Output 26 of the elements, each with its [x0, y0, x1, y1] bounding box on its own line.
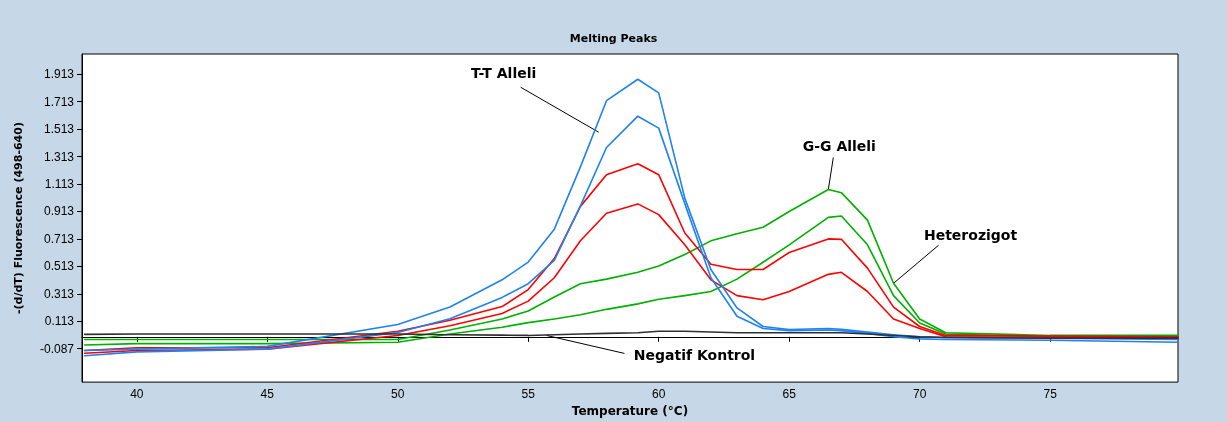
- y-tick-label: 0.913: [43, 204, 75, 219]
- x-tick-label: 40: [130, 387, 144, 402]
- annotation: G-G Alleli: [802, 138, 876, 155]
- x-tick-label: 70: [912, 387, 927, 402]
- x-axis-title: Temperature (°C): [571, 404, 689, 418]
- y-tick-label: 0.513: [43, 259, 75, 274]
- x-tick-label: 45: [260, 387, 275, 402]
- annotation: T-T Alleli: [471, 65, 537, 82]
- y-tick-label: 1.513: [43, 122, 75, 137]
- annotation: Heterozigot: [923, 227, 1018, 244]
- y-tick-label: 1.113: [44, 177, 75, 191]
- x-tick-label: 65: [782, 387, 797, 402]
- annotation: Negatif Kontrol: [633, 347, 756, 364]
- chart-title: Melting Peaks: [569, 32, 658, 45]
- y-tick-label: 0.313: [43, 286, 75, 301]
- y-tick-label: 0.113: [44, 314, 75, 329]
- x-tick-label: 55: [521, 387, 536, 402]
- y-tick-label: 1.913: [43, 67, 75, 82]
- y-tick-label: 1.313: [43, 149, 75, 164]
- x-tick-label: 75: [1043, 387, 1058, 402]
- x-tick-label: 60: [652, 387, 666, 402]
- y-tick-label: 1.713: [43, 94, 75, 109]
- y-tick-label: 0.713: [43, 231, 75, 246]
- x-tick-label: 50: [391, 387, 405, 402]
- y-tick-label: -0.087: [39, 341, 75, 356]
- y-axis-title: -(d/dT) Fluorescence (498-640): [12, 122, 25, 315]
